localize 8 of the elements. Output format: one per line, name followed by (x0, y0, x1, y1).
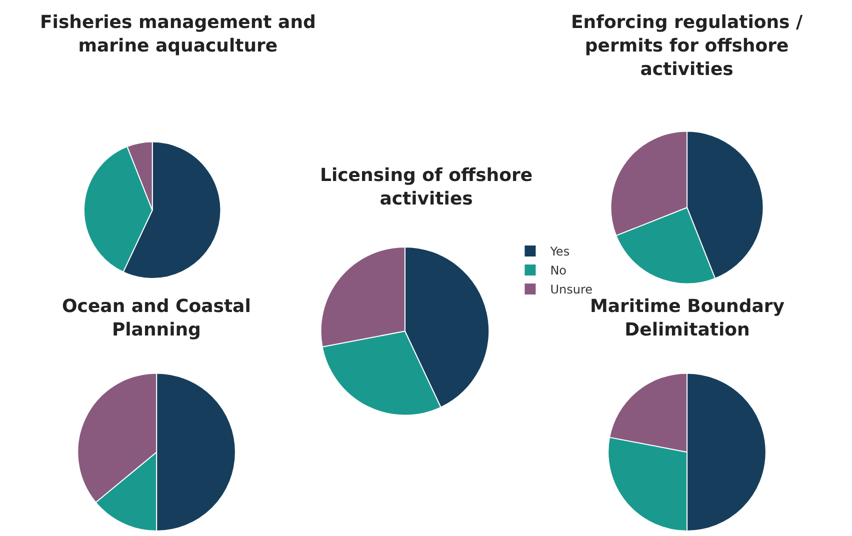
chart-title: Maritime Boundary Delimitation (590, 296, 785, 340)
chart-title: Ocean and Coastal Planning (62, 296, 251, 340)
legend-label: Yes (549, 244, 570, 259)
chart-title: Licensing of offshore activities (320, 165, 533, 210)
legend-label: Unsure (550, 282, 593, 297)
chart-title: Fisheries management and marine aquaculture (40, 12, 316, 56)
chart-title: Enforcing regulations / permits for offshore activities (571, 12, 804, 80)
legend-label: No (550, 264, 567, 278)
